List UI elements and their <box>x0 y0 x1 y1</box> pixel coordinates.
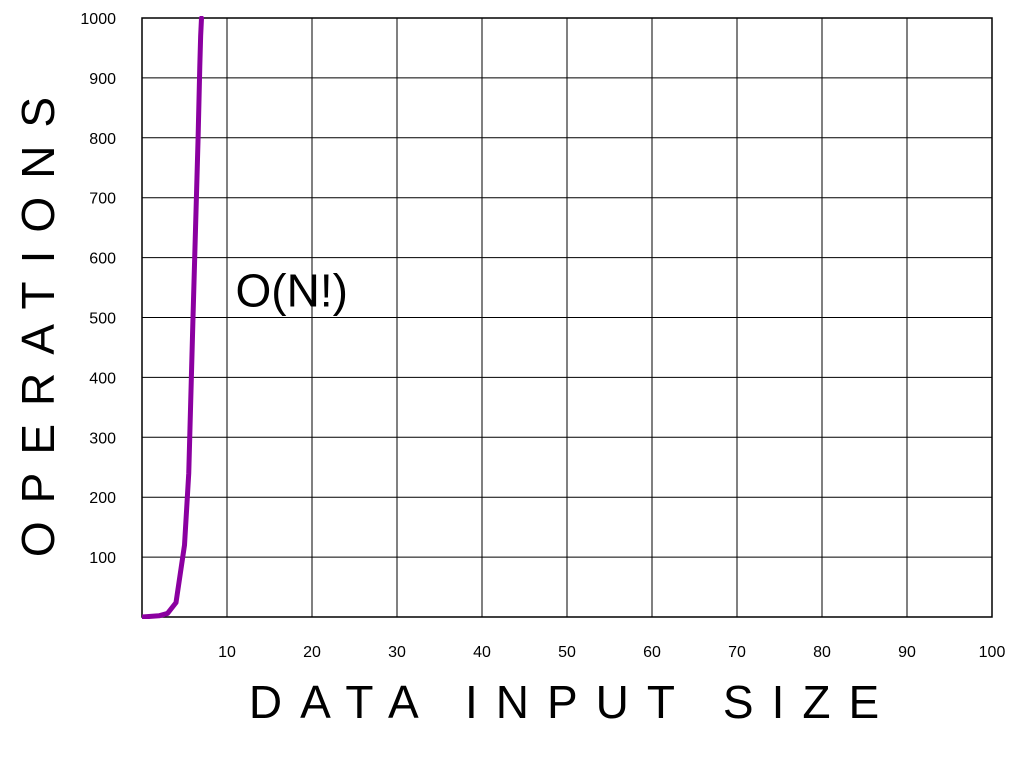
y-tick-label: 500 <box>89 311 116 328</box>
y-tick-label: 800 <box>89 131 116 148</box>
y-tick-label: 700 <box>89 191 116 208</box>
x-tick-label: 10 <box>218 644 236 661</box>
y-tick-label: 300 <box>89 430 116 447</box>
x-tick-label: 100 <box>979 644 1006 661</box>
x-tick-label: 70 <box>728 644 746 661</box>
x-tick-label: 50 <box>558 644 576 661</box>
x-tick-label: 20 <box>303 644 321 661</box>
y-tick-label: 100 <box>89 550 116 567</box>
y-tick-label: 200 <box>89 490 116 507</box>
y-axis-title: OPERATIONS <box>12 79 64 557</box>
x-tick-label: 60 <box>643 644 661 661</box>
y-tick-label: 900 <box>89 71 116 88</box>
x-axis-title: DATA INPUT SIZE <box>249 676 897 728</box>
y-tick-label: 400 <box>89 370 116 387</box>
y-tick-label: 1000 <box>80 11 116 28</box>
x-tick-label: 80 <box>813 644 831 661</box>
curve-annotation-label: O(N!) <box>236 265 348 317</box>
tick-labels: 10 20 30 40 50 60 70 80 90 100 100 200 300 400 500 600 7… <box>80 11 1005 661</box>
grid <box>141 17 993 618</box>
series-layer <box>142 16 204 619</box>
x-tick-label: 90 <box>898 644 916 661</box>
y-tick-label: 600 <box>89 251 116 268</box>
plot-frame <box>141 17 993 618</box>
x-tick-label: 40 <box>473 644 491 661</box>
series-line <box>142 16 204 619</box>
annotations: O(N!) <box>236 265 348 317</box>
x-tick-label: 30 <box>388 644 406 661</box>
